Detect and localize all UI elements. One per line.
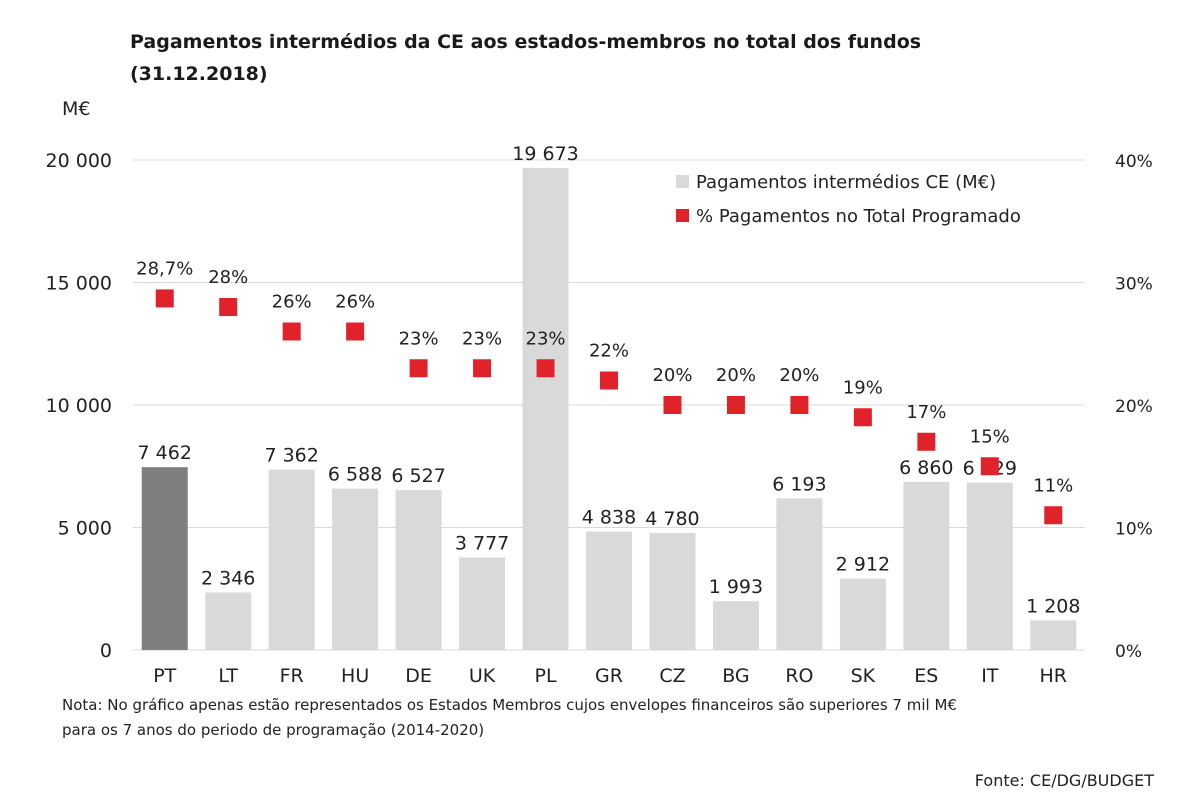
bar-value-label: 6 588 [328, 464, 382, 486]
percent-marker-uk [473, 359, 492, 378]
x-tick-label: UK [469, 665, 496, 687]
y-tick-label: 20 000 [46, 150, 112, 172]
percent-marker-hr [1044, 506, 1063, 525]
bar-hu [332, 488, 379, 650]
percent-label: 20% [779, 365, 819, 386]
bar-value-label: 2 346 [201, 568, 255, 590]
bar-es [903, 481, 950, 650]
chart-note-line-2: para os 7 anos do periodo de programação… [62, 721, 485, 739]
bar-value-label: 4 780 [645, 508, 699, 530]
bar-gr [586, 531, 632, 650]
x-tick-label: SK [851, 665, 876, 687]
percent-label: 28,7% [136, 258, 193, 279]
y-axis-unit-label: M€ [62, 98, 91, 120]
bar-value-label: 2 912 [836, 554, 890, 576]
y-tick-label: 5 000 [58, 518, 112, 540]
bar-value-label: 19 673 [512, 143, 578, 165]
y2-tick-label: 40% [1115, 152, 1153, 172]
percent-marker-cz [663, 396, 682, 414]
bar-hr [1030, 620, 1077, 650]
bar-de [395, 490, 442, 650]
percent-label: 11% [1033, 475, 1073, 496]
bar-value-label: 6 527 [391, 465, 445, 487]
percent-label: 19% [843, 377, 883, 398]
y2-tick-label: 10% [1115, 520, 1153, 540]
legend-swatch-bars [676, 175, 689, 188]
percent-label: 23% [526, 328, 566, 349]
x-tick-label: HU [341, 665, 369, 687]
y2-tick-label: 20% [1115, 397, 1153, 417]
percent-marker-pl [536, 359, 555, 378]
percent-marker-de [409, 359, 428, 378]
bar-value-label: 1 993 [709, 576, 763, 598]
bar-pt [141, 467, 188, 650]
percent-label: 23% [462, 328, 502, 349]
bar-bg [712, 601, 759, 650]
bar-cz [649, 532, 696, 650]
chart-source: Fonte: CE/DG/BUDGET [974, 771, 1154, 790]
percent-label: 26% [272, 292, 312, 313]
chart-note-line-1: Nota: No gráfico apenas estão representa… [62, 696, 957, 714]
x-tick-label: FR [280, 665, 304, 687]
bar-pl [522, 168, 569, 650]
y-tick-label: 0 [100, 640, 112, 662]
x-tick-label: CZ [659, 665, 685, 687]
percent-marker-bg [726, 396, 745, 414]
percent-marker-gr [600, 371, 618, 390]
x-tick-label: GR [595, 665, 623, 687]
chart-subtitle: (31.12.2018) [130, 63, 268, 85]
x-tick-label: BG [722, 665, 749, 687]
percent-label: 20% [716, 365, 756, 386]
percent-label: 26% [335, 292, 375, 313]
bar-ro [776, 498, 823, 650]
x-tick-label: HR [1040, 665, 1068, 687]
percent-marker-ro [790, 396, 809, 414]
x-tick-label: LT [218, 665, 238, 687]
percent-marker-hu [346, 322, 365, 341]
percent-marker-fr [282, 322, 301, 341]
bar-value-label: 6 860 [899, 457, 953, 479]
y-tick-label: 10 000 [46, 395, 112, 417]
x-tick-label: RO [785, 665, 813, 687]
percent-label: 20% [652, 365, 692, 386]
bar-value-label: 7 462 [138, 442, 192, 464]
chart-note: Nota: No gráfico apenas estão representa… [62, 693, 1162, 743]
legend-swatch-percent [676, 209, 689, 222]
y2-tick-label: 30% [1115, 275, 1153, 295]
bar-value-label: 3 777 [455, 532, 509, 554]
y2-tick-label: 0% [1115, 642, 1142, 662]
bar-it [966, 482, 1013, 650]
bar-lt [205, 592, 252, 650]
x-tick-label: PT [153, 665, 176, 687]
bar-sk [839, 578, 886, 650]
legend-label-percent: % Pagamentos no Total Programado [696, 206, 1021, 227]
percent-label: 17% [906, 402, 946, 423]
y-tick-label: 15 000 [46, 273, 112, 295]
percent-marker-es [917, 432, 936, 451]
legend-label-bars: Pagamentos intermédios CE (M€) [696, 172, 996, 193]
chart-title-line: Pagamentos intermédios da CE aos estados… [130, 31, 922, 53]
bar-value-label: 1 208 [1026, 595, 1080, 617]
percent-label: 22% [589, 341, 629, 362]
x-tick-label: ES [914, 665, 938, 687]
bar-value-label: 6 193 [772, 473, 826, 495]
x-tick-label: IT [981, 665, 999, 687]
percent-marker-pt [155, 289, 174, 308]
percent-marker-it [980, 457, 999, 476]
bar-uk [459, 557, 506, 650]
chart-title: Pagamentos intermédios da CE aos estados… [130, 26, 1030, 90]
percent-marker-lt [219, 298, 238, 316]
x-tick-label: DE [405, 665, 432, 687]
x-tick-label: PL [535, 665, 557, 687]
percent-label: 28% [208, 267, 248, 288]
percent-label: 23% [399, 328, 439, 349]
percent-label: 15% [970, 426, 1010, 447]
bar-fr [268, 469, 315, 650]
percent-marker-sk [853, 408, 872, 427]
bar-value-label: 4 838 [582, 506, 636, 528]
bar-value-label: 7 362 [264, 445, 318, 467]
